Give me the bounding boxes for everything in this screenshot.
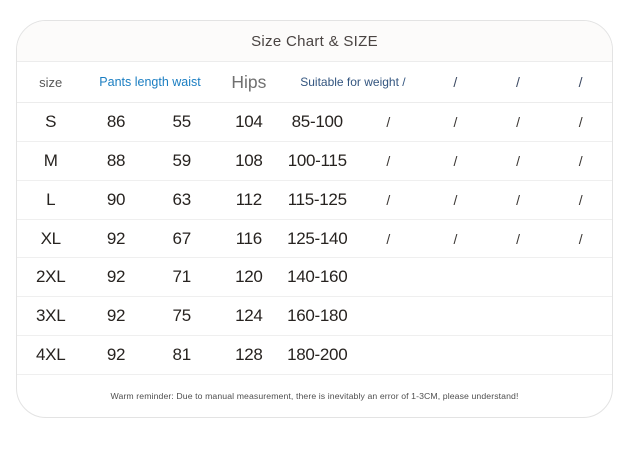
slash-cell: / [386,152,390,169]
header-slash-1: / [453,74,458,90]
hips-cell: 104 [235,111,263,131]
hips-cell: 124 [235,306,263,326]
slash-cell: / [453,191,458,208]
pants-length-cell: 92 [106,306,126,326]
size-cell: L [46,189,56,209]
size-cell: 4XL [36,345,66,365]
pants-length-cell: 88 [106,150,126,170]
page-title: Size Chart & SIZE [251,32,378,50]
slash-cell: / [516,191,520,208]
size-chart-card: Size Chart & SIZE size Pants length wais… [16,20,613,418]
pants-length-cell: 92 [106,345,126,365]
slash-cell: / [453,113,458,130]
waist-cell: 75 [172,306,192,326]
header-size: size [39,74,63,90]
table-row-m: M 88 59 108 100-115 / / / / [17,142,612,181]
title-band: Size Chart & SIZE [17,21,612,62]
waist-cell: 67 [172,228,192,248]
waist-cell: 71 [172,267,192,287]
waist-cell: 81 [172,345,192,365]
hips-cell: 120 [235,267,263,287]
weight-cell: 100-115 [287,150,347,170]
weight-cell: 180-200 [287,345,348,365]
waist-cell: 55 [172,111,192,131]
size-cell: 3XL [36,306,66,326]
pants-length-cell: 90 [106,189,126,209]
hips-cell: 112 [235,189,263,209]
slash-cell: / [578,152,583,169]
header-slash-2: / [515,74,520,90]
table-row-xl: XL 92 67 116 125-140 / / / / [17,220,612,259]
hips-cell: 108 [235,150,263,170]
header-hips: Hips [231,71,267,92]
size-cell: S [45,111,57,131]
waist-cell: 63 [172,189,192,209]
header-pants-length-waist: Pants length waist [99,75,201,89]
slash-cell: / [516,152,520,169]
slash-cell: / [386,230,390,247]
table-row-4xl: 4XL 92 81 128 180-200 [17,336,612,376]
size-cell: M [43,150,58,170]
weight-cell: 85-100 [291,111,343,131]
slash-cell: / [453,152,458,169]
table-row-2xl: 2XL 92 71 120 140-160 [17,258,612,298]
weight-cell: 115-125 [287,189,347,209]
pants-length-cell: 92 [106,267,126,287]
weight-cell: 160-180 [287,306,348,326]
warm-reminder-note: Warm reminder: Due to manual measurement… [110,391,519,402]
table-row-l: L 90 63 112 115-125 / / / / [17,181,612,220]
table-header-row: size Pants length waist Hips Suitable fo… [17,62,612,103]
footer-band: Warm reminder: Due to manual measurement… [17,375,612,417]
weight-cell: 125-140 [287,228,348,248]
header-suitable-weight: Suitable for weight / [300,75,406,89]
slash-cell: / [578,113,583,130]
hips-cell: 116 [235,228,263,248]
pants-length-cell: 92 [106,228,126,248]
slash-cell: / [516,113,520,130]
size-cell: XL [40,228,62,248]
pants-length-cell: 86 [106,111,126,131]
waist-cell: 59 [172,150,192,170]
header-slash-3: / [578,74,583,90]
slash-cell: / [453,230,458,247]
hips-cell: 128 [235,345,263,365]
size-cell: 2XL [36,267,66,287]
table-row-3xl: 3XL 92 75 124 160-180 [17,297,612,337]
table-row-s: S 86 55 104 85-100 / / / / [17,103,612,142]
slash-cell: / [386,191,390,208]
slash-cell: / [578,230,583,247]
slash-cell: / [386,113,390,130]
slash-cell: / [578,191,583,208]
slash-cell: / [516,230,520,247]
weight-cell: 140-160 [287,267,348,287]
